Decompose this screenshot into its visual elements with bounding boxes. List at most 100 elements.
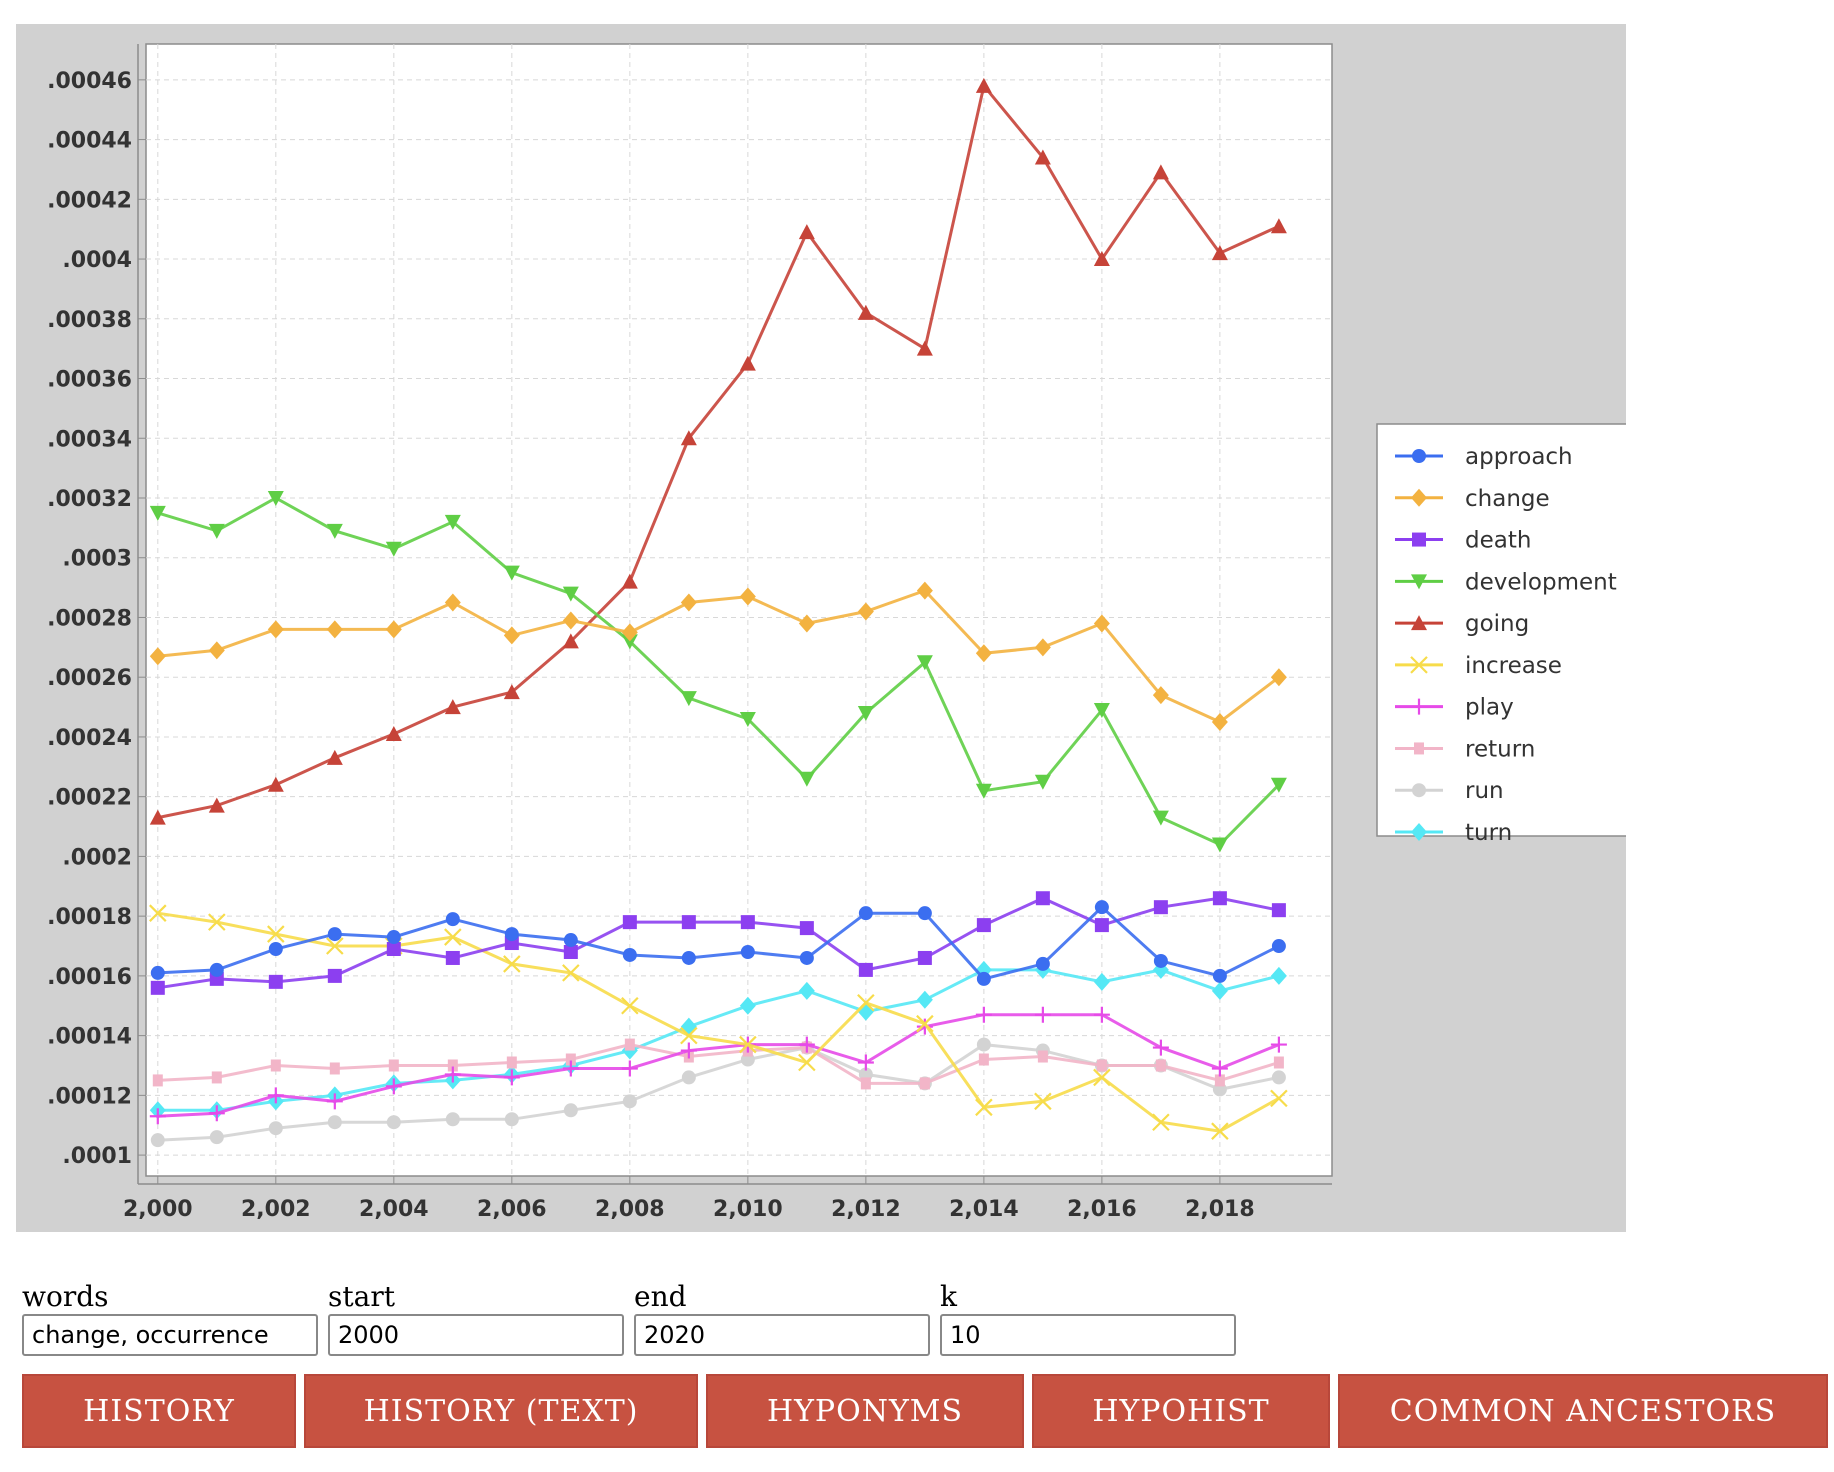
data-point-increase — [1034, 1092, 1052, 1111]
k-input[interactable] — [940, 1314, 1236, 1356]
start-field-group: start — [328, 1280, 624, 1356]
y-tick-label: .00044 — [47, 129, 132, 154]
data-point-development — [503, 565, 520, 581]
hypohist-button[interactable]: HYPOHIST — [1032, 1374, 1330, 1448]
data-point-change — [1093, 614, 1110, 633]
data-point-development — [1211, 837, 1228, 853]
data-point-return — [1273, 1056, 1284, 1069]
data-point-approach — [917, 906, 932, 921]
data-point-run — [1271, 1070, 1286, 1085]
words-input[interactable] — [22, 1314, 318, 1356]
data-point-approach — [386, 930, 401, 945]
data-point-increase — [326, 937, 344, 955]
data-point-change — [975, 644, 992, 663]
data-point-run — [386, 1115, 401, 1130]
y-tick-label: .00028 — [47, 606, 132, 631]
y-tick-label: .00046 — [47, 69, 132, 94]
data-point-death — [445, 950, 460, 965]
data-point-increase — [1211, 1122, 1229, 1140]
data-point-development — [385, 541, 402, 557]
data-point-death — [386, 942, 401, 957]
series-line-increase — [157, 911, 1280, 1133]
y-tick-label: .00032 — [47, 487, 132, 512]
data-point-development — [562, 586, 579, 602]
data-point-development — [975, 783, 992, 799]
data-point-going — [857, 304, 874, 320]
legend-marker-approach — [1412, 449, 1426, 463]
data-point-development — [149, 505, 166, 521]
data-point-increase — [503, 955, 521, 973]
data-point-play — [444, 1066, 461, 1083]
data-point-death — [681, 915, 696, 930]
common-ancestors-button[interactable]: COMMON ANCESTORS — [1338, 1374, 1828, 1448]
data-point-increase — [1152, 1113, 1170, 1132]
y-tick-label: .00038 — [47, 308, 132, 333]
legend-label-change: change — [1465, 486, 1550, 512]
data-point-approach — [1094, 900, 1109, 915]
data-point-going — [444, 699, 461, 715]
data-point-play — [1093, 1006, 1110, 1023]
hyponyms-button[interactable]: HYPONYMS — [706, 1374, 1024, 1448]
chart-panel: .0001 .00012 .00014 .00016 .00018 .0002 .00022… — [16, 24, 1626, 1232]
start-label: start — [328, 1280, 395, 1313]
end-input[interactable] — [634, 1314, 930, 1356]
data-point-going — [562, 633, 579, 649]
series-line-going — [157, 82, 1280, 820]
data-point-change — [1211, 713, 1228, 732]
data-point-change — [385, 620, 402, 639]
data-point-death — [799, 921, 814, 936]
data-point-going — [621, 573, 638, 589]
history-text-button[interactable]: HISTORY (TEXT) — [304, 1374, 698, 1448]
data-point-development — [208, 523, 225, 539]
data-point-development — [680, 691, 697, 707]
data-point-change — [562, 611, 579, 630]
data-point-development — [326, 523, 343, 539]
data-point-increase — [1270, 1089, 1288, 1108]
series-development — [149, 490, 1287, 853]
data-point-return — [270, 1059, 281, 1072]
data-point-return — [1096, 1059, 1107, 1072]
data-point-approach — [150, 965, 165, 980]
y-tick-label: .0001 — [62, 1144, 132, 1169]
data-point-approach — [622, 947, 637, 962]
data-point-return — [447, 1059, 458, 1072]
data-point-increase — [621, 996, 639, 1015]
series-line-return — [157, 1043, 1280, 1085]
data-point-death — [740, 915, 755, 930]
data-point-play — [208, 1105, 225, 1122]
data-point-death — [563, 944, 578, 959]
data-point-approach — [563, 933, 578, 948]
series-line-development — [157, 496, 1280, 847]
data-point-run — [327, 1115, 342, 1130]
series-line-death — [157, 896, 1280, 990]
data-point-going — [1270, 218, 1287, 234]
x-tick-label: 2,016 — [1067, 1197, 1137, 1222]
y-tick-label: .00026 — [47, 666, 132, 691]
data-point-run — [504, 1112, 519, 1127]
data-point-run — [622, 1094, 637, 1109]
data-point-run — [976, 1037, 991, 1052]
data-point-play — [1211, 1060, 1228, 1077]
start-input[interactable] — [328, 1314, 624, 1356]
history-button[interactable]: HISTORY — [22, 1374, 296, 1448]
legend-label-turn: turn — [1465, 820, 1512, 846]
data-point-play — [621, 1060, 638, 1077]
data-point-going — [680, 430, 697, 446]
data-point-change — [208, 641, 225, 660]
data-point-approach — [445, 912, 460, 927]
data-point-change — [621, 623, 638, 642]
series-line-turn — [157, 968, 1280, 1112]
data-point-development — [798, 771, 815, 787]
data-point-run — [268, 1121, 283, 1136]
data-point-going — [739, 355, 756, 371]
words-label: words — [22, 1280, 109, 1313]
x-tick-label: 2,012 — [831, 1197, 901, 1222]
data-point-death — [1212, 891, 1227, 906]
series-line-play — [157, 1013, 1280, 1118]
x-tick-label: 2,010 — [713, 1197, 783, 1222]
data-point-approach — [799, 950, 814, 965]
data-point-change — [739, 587, 756, 606]
data-point-increase — [208, 913, 226, 931]
data-point-return — [1155, 1059, 1166, 1072]
series-line-approach — [157, 905, 1280, 981]
